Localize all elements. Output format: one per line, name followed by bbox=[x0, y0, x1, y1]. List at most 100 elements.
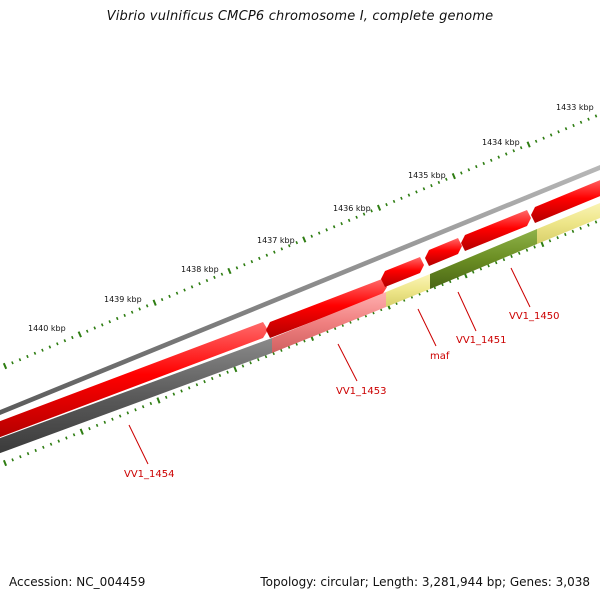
forward-cds-6[interactable] bbox=[531, 178, 600, 223]
outer-scale-tick bbox=[227, 267, 232, 275]
genome-summary-text: Topology: circular; Length: 3,281,944 bp… bbox=[260, 575, 590, 589]
reverse-cds-vv1-1454[interactable] bbox=[0, 338, 272, 455]
outer-scale-tick bbox=[362, 212, 366, 216]
outer-scale-tick bbox=[63, 339, 67, 343]
outer-scale-tick bbox=[355, 215, 358, 219]
inner-scale-tick bbox=[487, 264, 490, 268]
outer-scale-tick bbox=[71, 335, 74, 340]
inner-scale-tick bbox=[579, 226, 582, 230]
outer-scale-tick bbox=[190, 285, 194, 289]
inner-scale-tick bbox=[556, 236, 559, 240]
gene-label-vv1-1453[interactable]: VV1_1453 bbox=[336, 386, 387, 397]
reverse-cds-maf[interactable] bbox=[386, 274, 430, 307]
outer-scale-tick bbox=[123, 313, 126, 317]
reverse-strand bbox=[0, 201, 600, 455]
outer-scale-tick bbox=[549, 133, 553, 137]
forward-strand bbox=[0, 178, 600, 439]
outer-scale-ticks bbox=[2, 114, 598, 370]
inner-scale-tick bbox=[510, 254, 513, 259]
forward-cds-3[interactable] bbox=[381, 257, 424, 287]
outer-scale-tick bbox=[415, 190, 418, 194]
inner-scale-tick bbox=[141, 405, 145, 409]
inner-scale-tick bbox=[548, 239, 552, 243]
outer-scale-tick bbox=[451, 173, 456, 180]
outer-scale-tick bbox=[243, 263, 246, 267]
outer-scale-tick bbox=[85, 329, 89, 333]
inner-scale-tick bbox=[471, 270, 475, 274]
genome-backbone bbox=[0, 165, 600, 415]
scale-labels: 1440 kbp 1439 kbp 1438 kbp 1437 kbp 1436… bbox=[28, 103, 594, 333]
inner-scale-tick bbox=[26, 451, 30, 456]
scale-label-1440: 1440 kbp bbox=[28, 324, 66, 333]
inner-scale-tick bbox=[264, 354, 268, 359]
page-title: Vibrio vulnificus CMCP6 chromosome I, co… bbox=[106, 9, 494, 24]
outer-scale-tick bbox=[594, 114, 598, 118]
outer-scale-tick bbox=[258, 256, 261, 261]
inner-scale-tick bbox=[203, 379, 206, 384]
inner-scale-tick bbox=[180, 389, 183, 393]
scale-label-1436: 1436 kbp bbox=[333, 204, 371, 213]
label-leaders bbox=[128, 267, 531, 465]
outer-scale-tick bbox=[467, 168, 471, 172]
outer-scale-tick bbox=[392, 199, 396, 204]
outer-scale-tick bbox=[235, 266, 239, 270]
outer-scale-tick bbox=[437, 180, 441, 184]
inner-scale-tick bbox=[517, 251, 521, 255]
reverse-cds-vv1-1450[interactable] bbox=[537, 201, 600, 244]
leader-vv1-1453 bbox=[337, 343, 358, 382]
leader-vv1-1454 bbox=[128, 424, 149, 465]
inner-scale-tick bbox=[533, 245, 536, 249]
inner-scale-tick bbox=[34, 448, 37, 453]
inner-scale-tick bbox=[502, 258, 506, 262]
gene-labels: VV1_1454 VV1_1453 maf VV1_1451 VV1_1450 bbox=[124, 311, 560, 480]
outer-scale-tick bbox=[497, 155, 501, 159]
outer-scale-tick bbox=[41, 348, 44, 352]
outer-scale-tick bbox=[100, 323, 104, 327]
inner-scale-tick bbox=[11, 458, 14, 462]
outer-scale-tick bbox=[145, 304, 149, 308]
inner-scale-tick bbox=[164, 395, 168, 399]
forward-cds-2[interactable] bbox=[266, 279, 387, 338]
reverse-cds-vv1-1453[interactable] bbox=[272, 292, 386, 353]
outer-scale-tick bbox=[33, 351, 37, 355]
outer-scale-tick bbox=[460, 171, 463, 175]
outer-scale-tick bbox=[482, 161, 486, 166]
outer-scale-tick bbox=[115, 316, 119, 321]
outer-scale-tick bbox=[152, 299, 157, 306]
forward-cds-5[interactable] bbox=[461, 210, 531, 251]
outer-scale-tick bbox=[48, 345, 52, 349]
inner-scale-tick bbox=[525, 248, 529, 252]
inner-scale-tick bbox=[226, 370, 229, 374]
inner-scale-tick bbox=[126, 411, 130, 415]
inner-scale-tick bbox=[257, 358, 260, 362]
inner-scale-tick bbox=[72, 433, 76, 437]
outer-scale-tick bbox=[280, 247, 284, 251]
outer-scale-tick bbox=[310, 234, 314, 238]
outer-scale-tick bbox=[526, 141, 531, 148]
outer-scale-tick bbox=[407, 193, 411, 197]
outer-scale-tick bbox=[557, 130, 560, 134]
forward-cds-4[interactable] bbox=[425, 238, 462, 266]
gene-label-vv1-1451[interactable]: VV1_1451 bbox=[456, 335, 507, 346]
inner-scale-tick bbox=[280, 348, 283, 352]
inner-scale-tick bbox=[79, 428, 84, 435]
reverse-cds-vv1-1451[interactable] bbox=[430, 229, 537, 289]
gene-label-vv1-1454[interactable]: VV1_1454 bbox=[124, 469, 175, 480]
inner-scale-tick bbox=[95, 423, 99, 427]
inner-scale-tick bbox=[65, 436, 68, 440]
gene-label-vv1-1450[interactable]: VV1_1450 bbox=[509, 311, 560, 322]
outer-scale-tick bbox=[400, 196, 403, 200]
gene-label-maf[interactable]: maf bbox=[430, 351, 450, 362]
inner-scale-tick bbox=[272, 351, 275, 356]
forward-cds-1[interactable] bbox=[0, 322, 268, 439]
outer-scale-tick bbox=[572, 123, 575, 128]
scale-label-1433: 1433 kbp bbox=[556, 103, 594, 112]
outer-scale-tick bbox=[18, 358, 22, 362]
outer-scale-tick bbox=[587, 117, 590, 121]
outer-scale-tick bbox=[385, 202, 388, 207]
outer-scale-tick bbox=[160, 298, 164, 302]
inner-scale-tick bbox=[42, 445, 45, 449]
scale-label-1437: 1437 kbp bbox=[257, 236, 295, 245]
